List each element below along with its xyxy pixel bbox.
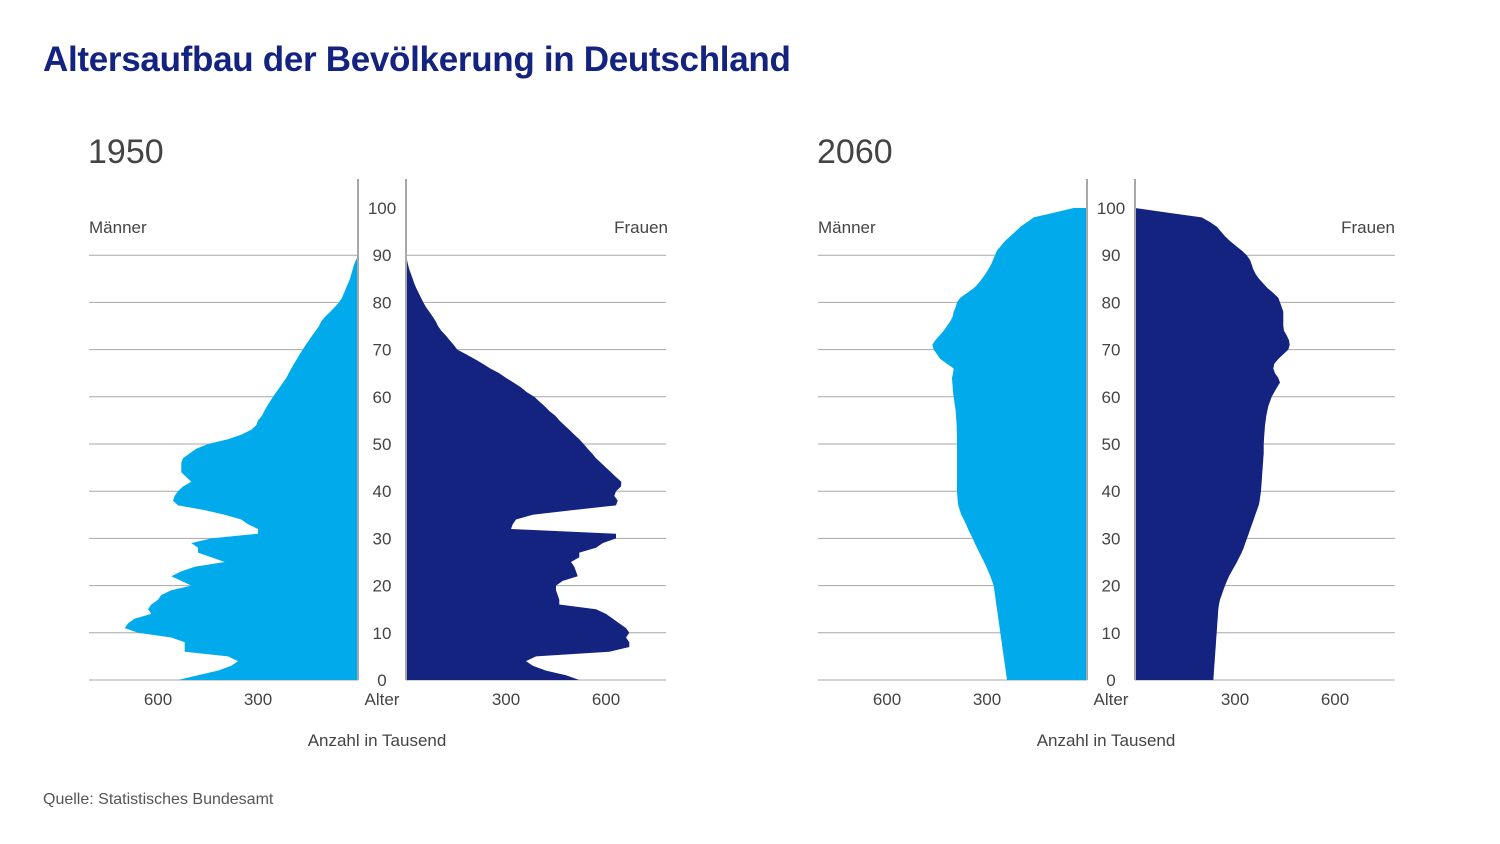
age-tick-100: 100 — [368, 199, 396, 218]
age-tick-100: 100 — [1097, 199, 1125, 218]
age-tick-0: 0 — [377, 671, 386, 690]
age-ticks-2060: 0 10 20 30 40 50 60 70 80 90 100 — [1097, 199, 1125, 690]
age-tick-70: 70 — [373, 341, 392, 360]
x-tick-left-300: 300 — [244, 690, 272, 709]
age-tick-90: 90 — [373, 246, 392, 265]
x-tick-left-300: 300 — [973, 690, 1001, 709]
age-tick-10: 10 — [373, 624, 392, 643]
alter-label-2060: Alter — [1094, 690, 1129, 709]
areas-2060 — [932, 208, 1290, 680]
frauen-label-2060: Frauen — [1341, 218, 1395, 237]
maenner-label-2060: Männer — [818, 218, 876, 237]
x-axis-title-2060: Anzahl in Tausend — [1037, 731, 1176, 750]
age-tick-90: 90 — [1102, 246, 1121, 265]
x-ticks-2060: 600 300 300 600 — [873, 690, 1349, 709]
area-maenner-1950 — [124, 255, 358, 680]
area-frauen-2060 — [1135, 208, 1290, 680]
x-ticks-1950: 600 300 300 600 — [144, 690, 620, 709]
x-tick-right-600: 600 — [592, 690, 620, 709]
age-tick-60: 60 — [1102, 388, 1121, 407]
age-tick-30: 30 — [373, 529, 392, 548]
age-tick-30: 30 — [1102, 529, 1121, 548]
age-tick-10: 10 — [1102, 624, 1121, 643]
age-tick-80: 80 — [1102, 293, 1121, 312]
x-tick-left-600: 600 — [873, 690, 901, 709]
age-tick-40: 40 — [1102, 482, 1121, 501]
x-tick-left-600: 600 — [144, 690, 172, 709]
areas-1950 — [124, 255, 630, 680]
source-note: Quelle: Statistisches Bundesamt — [43, 791, 274, 808]
age-tick-80: 80 — [373, 293, 392, 312]
age-tick-20: 20 — [373, 577, 392, 596]
alter-label-1950: Alter — [365, 690, 400, 709]
x-tick-right-600: 600 — [1321, 690, 1349, 709]
age-tick-0: 0 — [1106, 671, 1115, 690]
maenner-label-1950: Männer — [89, 218, 147, 237]
age-tick-60: 60 — [373, 388, 392, 407]
x-axis-title-1950: Anzahl in Tausend — [308, 731, 447, 750]
chart-title: Altersaufbau der Bevölkerung in Deutschl… — [43, 40, 791, 79]
x-tick-right-300: 300 — [492, 690, 520, 709]
age-ticks-1950: 0 10 20 30 40 50 60 70 80 90 100 — [368, 199, 396, 690]
area-frauen-1950 — [406, 255, 630, 680]
x-tick-right-300: 300 — [1221, 690, 1249, 709]
age-tick-50: 50 — [373, 435, 392, 454]
age-tick-70: 70 — [1102, 341, 1121, 360]
frauen-label-1950: Frauen — [614, 218, 668, 237]
panel-title-1950: 1950 — [88, 133, 164, 171]
age-tick-40: 40 — [373, 482, 392, 501]
panel-title-2060: 2060 — [817, 133, 893, 171]
age-tick-50: 50 — [1102, 435, 1121, 454]
age-tick-20: 20 — [1102, 577, 1121, 596]
area-maenner-2060 — [932, 208, 1087, 680]
gridlines-2060 — [818, 254, 1395, 681]
